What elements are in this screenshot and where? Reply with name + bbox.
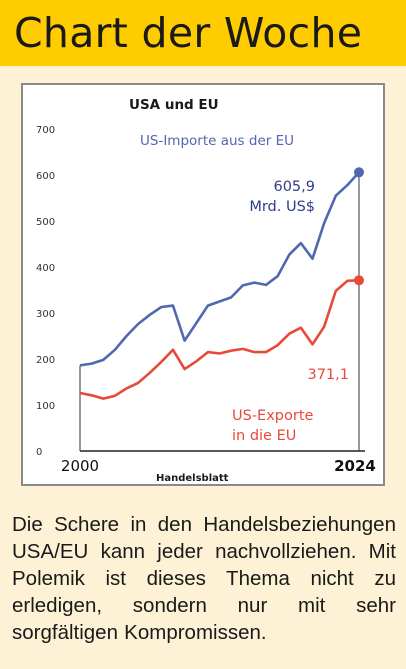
x-tick-label-end: 2024 <box>334 457 376 475</box>
page-title: Chart der Woche <box>14 9 363 57</box>
y-tick-label: 500 <box>36 217 55 228</box>
chart-container: 0 100 200 300 400 500 600 700 USA und EU 2000 202… <box>21 83 385 486</box>
labels-layer: USA und EU 2000 2024 Handelsblatt US-Importe… <box>61 97 376 484</box>
y-tick-label: 100 <box>36 401 55 412</box>
end-value-label-exports: 371,1 <box>307 367 349 383</box>
y-tick-label: 200 <box>36 355 55 366</box>
series-name-exports-line1: US-Exporte <box>232 408 314 424</box>
caption-text: Die Schere in den Handelsbeziehungen USA… <box>12 513 396 644</box>
series-line-exports <box>79 279 360 400</box>
series-end-point-exports <box>354 275 364 286</box>
line-chart: 0 100 200 300 400 500 600 700 USA und EU 2000 202… <box>36 97 376 484</box>
y-tick-label: 400 <box>36 263 55 274</box>
header-bar: Chart der Woche <box>0 0 406 66</box>
end-value-label-imports: 605,9 <box>273 179 315 195</box>
chart-source: Handelsblatt <box>156 473 229 484</box>
series-line-imports <box>79 171 360 367</box>
chart-title: USA und EU <box>129 97 219 113</box>
axes <box>79 172 365 452</box>
series-name-exports-line2: in die EU <box>232 428 296 444</box>
end-unit-label-imports: Mrd. US$ <box>249 199 315 215</box>
series-name-imports: US-Importe aus der EU <box>140 133 294 149</box>
y-tick-label: 600 <box>36 171 55 182</box>
x-tick-label-start: 2000 <box>61 457 99 475</box>
series-end-point-imports <box>354 167 364 178</box>
y-tick-label: 0 <box>36 447 42 458</box>
y-tick-label: 300 <box>36 309 55 320</box>
series-layer <box>79 167 364 400</box>
y-axis-ticks: 0 100 200 300 400 500 600 700 <box>36 125 55 458</box>
y-tick-label: 700 <box>36 125 55 136</box>
